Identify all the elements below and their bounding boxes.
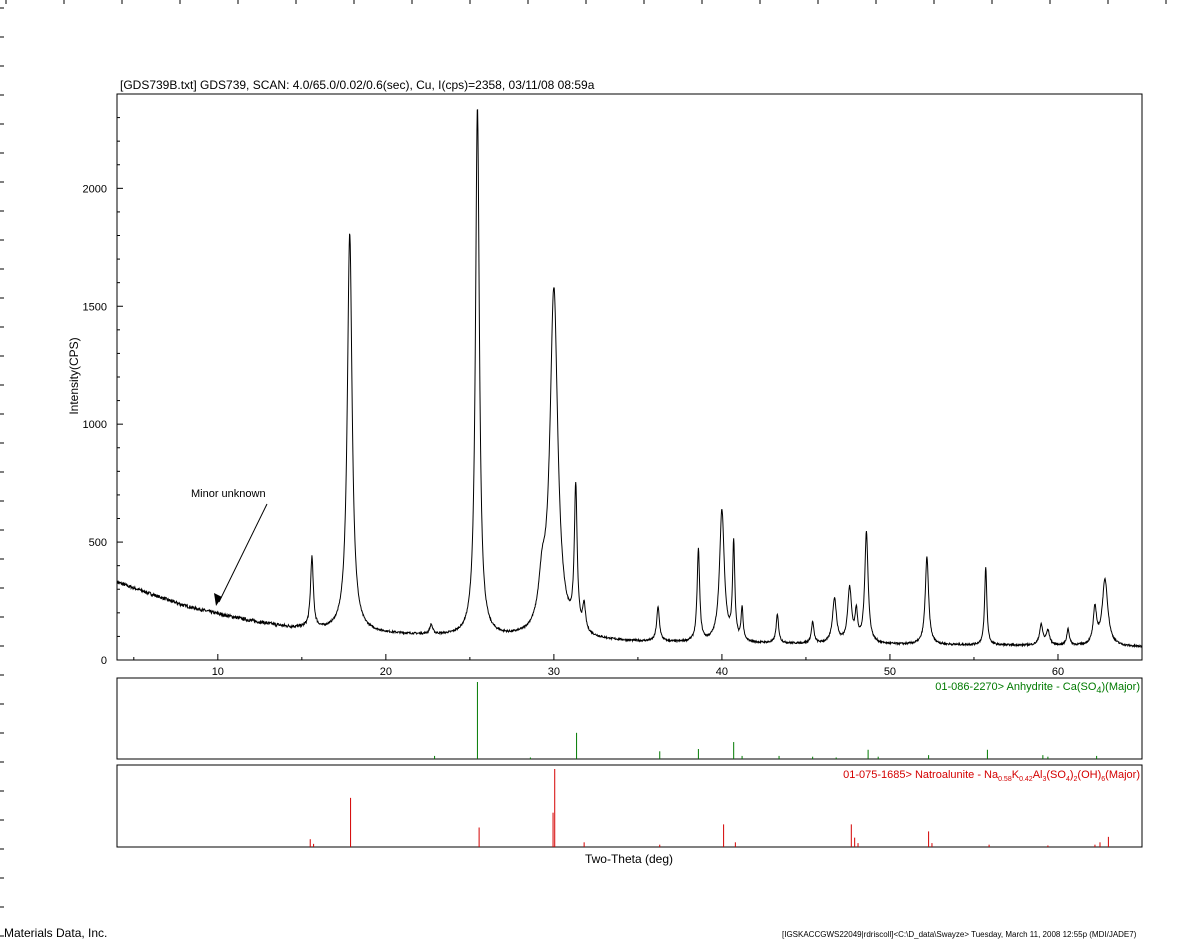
x-tick-label: 40 bbox=[716, 666, 728, 678]
main-plot-frame bbox=[116, 93, 1143, 661]
y-tick-label: 500 bbox=[89, 537, 107, 549]
natroalunite-label-sub: 2 bbox=[1073, 776, 1078, 784]
footer-info: [IGSKACCGWS22049|rdriscoll]<C:\D_data\Sw… bbox=[782, 930, 1137, 939]
natroalunite-label-part: (OH) bbox=[1077, 769, 1102, 781]
x-tick-label: 50 bbox=[884, 666, 896, 678]
natroalunite-label-sub: 4 bbox=[1065, 776, 1070, 784]
y-tick-label: 0 bbox=[101, 655, 107, 667]
natroalunite-panel-frame bbox=[116, 764, 1143, 848]
x-tick-label: 10 bbox=[212, 666, 224, 678]
natroalunite-label-sub: 0.42 bbox=[1019, 776, 1033, 784]
y-tick-label: 1500 bbox=[83, 301, 107, 313]
footer-company: Materials Data, Inc. bbox=[4, 926, 108, 940]
y-tick-label: 2000 bbox=[83, 183, 107, 195]
natroalunite-label-sub: 6 bbox=[1101, 776, 1106, 784]
anhydrite-reference-label: 01-086-2270> Anhydrite - Ca(SO4)(Major) bbox=[935, 681, 1140, 695]
anhydrite-label-main: 01-086-2270> Anhydrite - Ca(SO bbox=[935, 681, 1097, 693]
x-tick-label: 20 bbox=[380, 666, 392, 678]
natroalunite-reference-label: 01-075-1685> Natroalunite - Na0.58K0.42A… bbox=[843, 769, 1140, 783]
natroalunite-label-part: (Major) bbox=[1105, 769, 1140, 781]
x-tick-label: 30 bbox=[548, 666, 560, 678]
natroalunite-label-sub: 0.58 bbox=[998, 776, 1012, 784]
annotation-arrow-line bbox=[218, 503, 268, 603]
natroalunite-label-part: ) bbox=[1069, 769, 1074, 781]
natroalunite-label-part: K bbox=[1011, 769, 1020, 781]
natroalunite-label-part: 01-075-1685> Natroalunite - Na bbox=[843, 769, 999, 781]
diffraction-pattern-line bbox=[116, 109, 1143, 649]
x-tick-label: 60 bbox=[1052, 666, 1064, 678]
x-axis-label: Two-Theta (deg) bbox=[584, 852, 674, 866]
natroalunite-label-part: (SO bbox=[1046, 769, 1066, 781]
anhydrite-label-sub: 4 bbox=[1096, 685, 1102, 696]
anhydrite-label-end: )(Major) bbox=[1101, 681, 1141, 693]
natroalunite-label-sub: 3 bbox=[1042, 776, 1047, 784]
y-tick-label: 1000 bbox=[83, 419, 107, 431]
chart-title: [GDS739B.txt] GDS739, SCAN: 4.0/65.0/0.0… bbox=[120, 78, 595, 92]
minor-unknown-annotation: Minor unknown bbox=[191, 488, 266, 500]
annotation-arrowhead bbox=[214, 593, 222, 606]
anhydrite-panel-frame bbox=[116, 677, 1143, 760]
natroalunite-label-part: Al bbox=[1032, 769, 1043, 781]
